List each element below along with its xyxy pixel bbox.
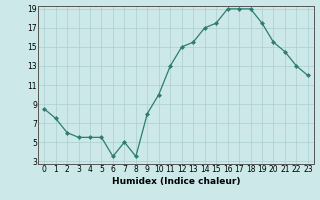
X-axis label: Humidex (Indice chaleur): Humidex (Indice chaleur): [112, 177, 240, 186]
